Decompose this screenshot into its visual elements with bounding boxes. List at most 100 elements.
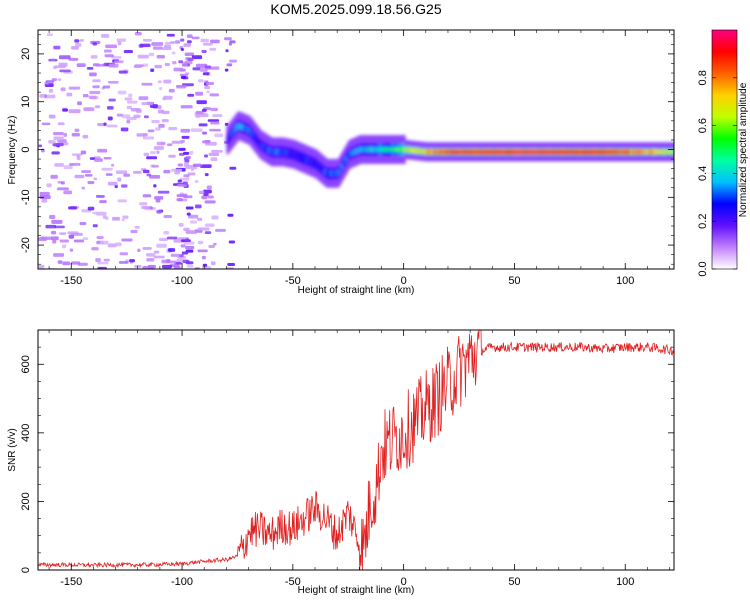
noise-cell	[156, 209, 162, 214]
signal-core	[514, 149, 518, 155]
signal-core	[586, 149, 589, 155]
noise-cell	[180, 38, 185, 42]
noise-cell	[196, 100, 207, 105]
signal-core	[319, 165, 323, 171]
noise-cell	[164, 62, 170, 66]
noise-cell	[120, 127, 129, 132]
noise-cell	[153, 255, 165, 259]
noise-cell	[166, 33, 175, 37]
signal-core	[420, 148, 423, 154]
noise-cell	[185, 238, 190, 242]
noise-cell	[102, 85, 111, 89]
noise-cell	[229, 166, 237, 170]
signal-core	[486, 149, 490, 155]
noise-cell	[103, 49, 112, 53]
noise-cell	[76, 156, 81, 161]
noise-cell	[95, 63, 105, 67]
noise-cell	[92, 211, 104, 215]
signal-core	[578, 149, 582, 155]
signal-core	[327, 171, 330, 176]
signal-core	[491, 149, 495, 155]
signal-core	[383, 147, 386, 152]
y-tick-label: 0	[20, 567, 32, 573]
noise-cell	[88, 95, 97, 100]
signal-core	[580, 149, 583, 155]
signal-core	[572, 149, 575, 155]
signal-core	[559, 149, 563, 155]
noise-cell	[74, 128, 80, 133]
signal-core	[531, 149, 535, 155]
signal-core	[521, 149, 524, 155]
noise-cell	[151, 42, 164, 46]
signal-core	[237, 123, 240, 129]
noise-cell	[184, 60, 193, 65]
noise-cell	[117, 177, 122, 182]
noise-cell	[39, 195, 51, 200]
signal-core	[432, 149, 436, 155]
noise-cell	[204, 154, 209, 158]
noise-cell	[116, 38, 127, 42]
noise-cell	[161, 47, 172, 50]
noise-cell	[126, 119, 131, 124]
noise-cell	[171, 168, 183, 172]
signal-core	[389, 147, 392, 152]
signal-core	[424, 149, 428, 155]
y-tick-label: -10	[20, 189, 32, 205]
signal-core	[452, 149, 456, 155]
noise-cell	[171, 140, 184, 144]
signal-core	[269, 148, 273, 154]
noise-cell	[198, 79, 204, 83]
signal-core	[423, 149, 426, 155]
noise-cell	[105, 44, 118, 49]
signal-core	[488, 149, 492, 155]
noise-cell	[181, 251, 189, 255]
noise-cell	[91, 247, 99, 251]
signal-core	[446, 149, 450, 155]
noise-cell	[108, 63, 119, 68]
signal-core	[625, 149, 628, 155]
signal-core	[628, 149, 631, 155]
noise-cell	[71, 133, 80, 137]
noise-cell	[59, 69, 71, 73]
noise-cell	[127, 100, 138, 104]
noise-cell	[103, 258, 110, 262]
noise-cell	[107, 181, 118, 186]
signal-core	[482, 149, 485, 155]
signal-core	[372, 147, 375, 152]
signal-core	[443, 149, 447, 155]
signal-core	[471, 149, 475, 155]
signal-core	[365, 147, 369, 152]
noise-cell	[159, 87, 163, 91]
signal-core	[553, 149, 557, 155]
signal-core	[375, 147, 378, 152]
noise-cell	[136, 133, 147, 137]
signal-core	[428, 149, 431, 155]
noise-cell	[198, 123, 208, 127]
noise-cell	[183, 227, 190, 231]
snr-x-label: Height of straight line (km)	[298, 585, 415, 596]
noise-cell	[166, 236, 178, 240]
noise-cell	[154, 196, 164, 200]
noise-cell	[211, 215, 219, 220]
signal-core	[584, 149, 588, 155]
signal-core	[410, 147, 414, 153]
noise-cell	[50, 174, 58, 179]
signal-core	[426, 149, 430, 155]
signal-core	[564, 149, 568, 155]
noise-cell	[209, 128, 221, 132]
noise-cell	[177, 179, 182, 183]
noise-cell	[182, 181, 188, 185]
signal-core	[353, 149, 357, 155]
noise-cell	[117, 41, 122, 46]
noise-cell	[106, 106, 114, 110]
noise-cell	[63, 165, 73, 170]
signal-core	[308, 158, 312, 164]
signal-core	[361, 147, 364, 152]
noise-cell	[206, 82, 215, 86]
noise-cell	[83, 107, 95, 112]
noise-cell	[157, 190, 170, 194]
noise-cell	[51, 219, 63, 224]
signal-core	[378, 147, 381, 152]
noise-cell	[76, 63, 86, 67]
signal-core	[415, 148, 419, 154]
